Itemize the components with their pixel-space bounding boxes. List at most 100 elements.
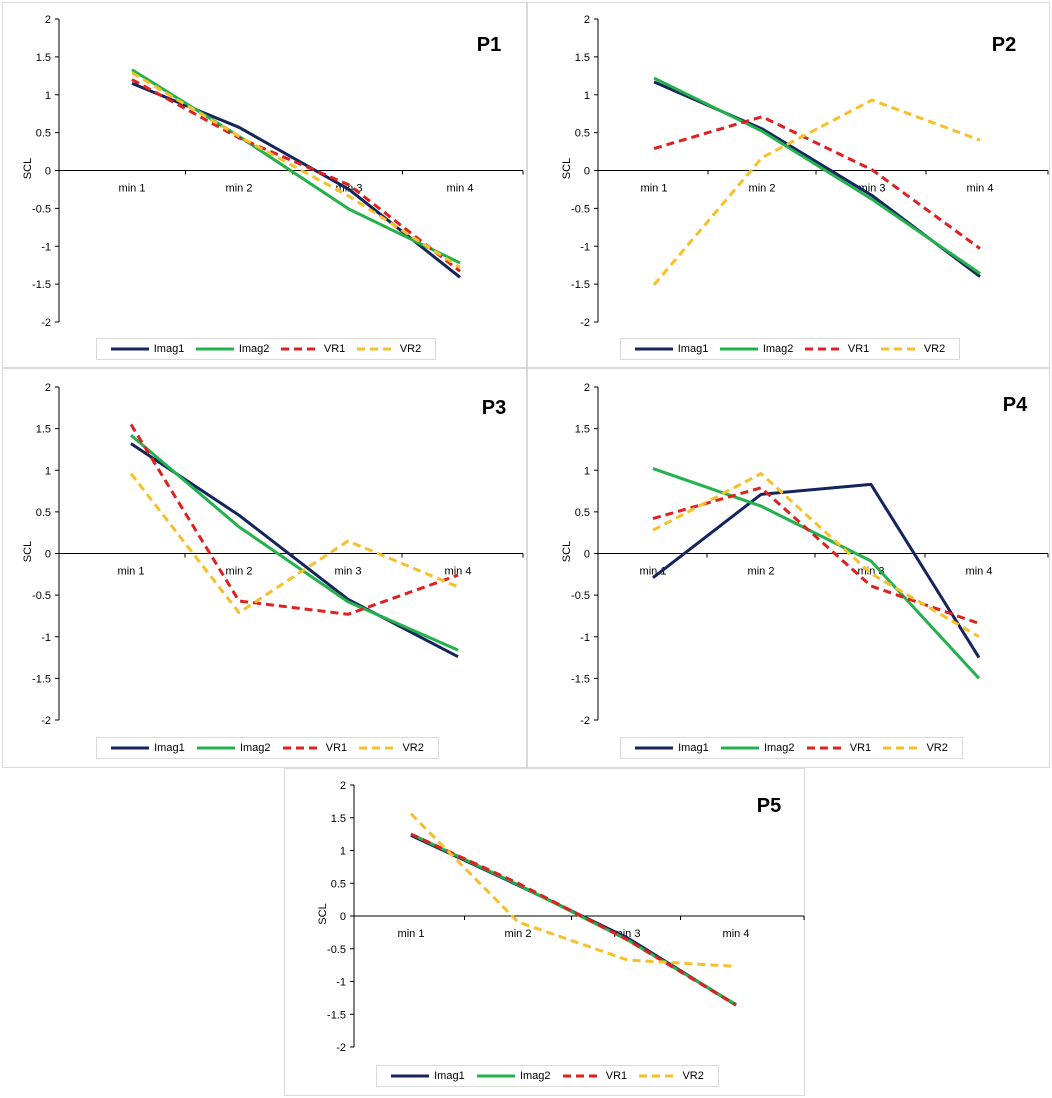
chart-legend: Imag1 Imag2 VR1 VR2: [376, 1065, 719, 1087]
series-line-imag2: [131, 68, 461, 265]
y-tick-label: -1: [41, 241, 51, 253]
chart-panel-p3: P3 2 1.5 1 0.5 0 -0.5 -1 -1.5 -2 SCL min 1 min 2 min …: [2, 368, 527, 768]
legend-swatch: [720, 746, 759, 750]
series-line-vr1: [652, 486, 980, 625]
legend-entry: Imag1: [110, 343, 184, 355]
y-tick-label: 2: [340, 780, 346, 792]
legend-swatch: [880, 347, 919, 351]
y-tick-label: -1: [580, 632, 590, 644]
legend-label: Imag1: [678, 742, 709, 754]
y-axis-label: SCL: [561, 541, 573, 562]
y-tick-label: -1.5: [571, 673, 590, 685]
y-axis-label: SCL: [317, 903, 329, 924]
legend-swatch: [359, 746, 398, 750]
y-tick-label: 0.5: [36, 507, 51, 519]
y-tick-label: -1.5: [32, 673, 51, 685]
series-line-imag2: [130, 434, 459, 652]
legend-swatch: [804, 347, 843, 351]
x-tick-label: min 1: [640, 566, 667, 578]
legend-entry: VR2: [883, 742, 948, 754]
y-tick-label: -0.5: [571, 203, 590, 215]
chart-svg: P3 2 1.5 1 0.5 0 -0.5 -1 -1.5 -2 SCL min 1 min 2 min …: [22, 382, 524, 727]
legend-swatch: [883, 746, 922, 750]
y-axis-label: SCL: [22, 158, 34, 179]
legend-entry: Imag2: [720, 742, 795, 754]
y-tick-label: -2: [580, 317, 590, 329]
series-line-imag1: [410, 834, 737, 1007]
legend-label: VR1: [323, 343, 346, 355]
legend-entry: VR2: [356, 343, 422, 355]
x-tick-label: min 1: [119, 183, 146, 195]
y-tick-label: 2: [45, 382, 51, 394]
y-tick-label: 1: [340, 846, 346, 858]
legend-label: Imag2: [238, 343, 270, 355]
chart-title: P5: [757, 795, 781, 817]
legend-swatch: [280, 347, 319, 351]
x-tick-label: min 4: [445, 566, 472, 578]
y-tick-label: -2: [336, 1042, 346, 1054]
legend-label: Imag2: [763, 742, 795, 754]
legend-entry: VR1: [282, 742, 348, 754]
chart-title: P4: [1003, 394, 1028, 416]
legend-swatch: [196, 746, 235, 750]
y-axis-label: SCL: [561, 158, 573, 179]
legend-swatch: [562, 1074, 601, 1078]
legend-swatch: [282, 746, 321, 750]
chart-legend: Imag1 Imag2 VR1 VR2: [96, 737, 439, 759]
series-line-vr2: [129, 472, 459, 615]
y-tick-label: -1: [336, 977, 346, 989]
x-tick-label: min 3: [335, 566, 362, 578]
y-tick-label: -0.5: [32, 203, 51, 215]
chart-title: P2: [992, 34, 1016, 56]
legend-swatch: [110, 347, 149, 351]
legend-entry: Imag1: [391, 1070, 465, 1082]
legend-label: VR2: [399, 343, 422, 355]
series-line-vr2: [409, 812, 737, 968]
legend-label: VR2: [923, 343, 946, 355]
chart-svg: P2 2 1.5 1 0.5 0 -0.5 -1 -1.5 -2 SCL min 1 min 2 min …: [561, 14, 1049, 329]
y-tick-label: 1.5: [36, 424, 51, 436]
legend-label: VR1: [325, 742, 348, 754]
legend-entry: VR2: [880, 343, 946, 355]
y-tick-label: -0.5: [571, 590, 590, 602]
y-tick-label: 1.5: [575, 424, 590, 436]
y-tick-label: 1.5: [575, 52, 590, 64]
y-tick-label: 2: [584, 382, 590, 394]
legend-label: VR1: [605, 1070, 628, 1082]
y-tick-label: 2: [584, 14, 590, 26]
y-tick-label: -1: [580, 241, 590, 253]
legend-label: VR1: [847, 343, 870, 355]
x-tick-label: min 4: [723, 928, 750, 940]
chart-panel-p5: P5 2 1.5 1 0.5 0 -0.5 -1 -1.5 -2 SCL min 1 min 2 min …: [284, 768, 805, 1096]
chart-panel-p4: P4 2 1.5 1 0.5 0 -0.5 -1 -1.5 -2 SCL min 1 min 2 min …: [527, 368, 1050, 768]
series-line-imag1: [131, 81, 461, 279]
legend-entry: Imag2: [195, 343, 270, 355]
y-tick-label: 2: [45, 14, 51, 26]
legend-swatch: [806, 746, 845, 750]
series-line-imag2: [653, 76, 981, 275]
legend-entry: Imag1: [635, 742, 709, 754]
y-tick-label: 1: [45, 90, 51, 102]
y-tick-label: -1: [41, 632, 51, 644]
legend-entry: VR1: [804, 343, 870, 355]
y-tick-label: -0.5: [327, 944, 346, 956]
y-tick-label: 0.5: [575, 128, 590, 140]
legend-entry: VR1: [280, 343, 346, 355]
series-line-imag2: [652, 467, 981, 680]
legend-label: VR2: [682, 1070, 704, 1082]
legend-entry: Imag2: [196, 742, 271, 754]
series-line-vr1: [129, 423, 459, 616]
y-tick-label: 1.5: [331, 813, 346, 825]
y-tick-label: -1.5: [571, 279, 590, 291]
legend-entry: Imag1: [634, 343, 708, 355]
legend-entry: VR1: [806, 742, 871, 754]
legend-entry: Imag1: [111, 742, 185, 754]
x-tick-label: min 1: [118, 566, 145, 578]
chart-legend: Imag1 Imag2 VR1 VR2: [96, 338, 436, 360]
legend-label: Imag2: [762, 343, 794, 355]
y-tick-label: 1: [584, 90, 590, 102]
x-tick-label: min 2: [505, 928, 532, 940]
legend-label: VR2: [402, 742, 424, 754]
legend-entry: Imag2: [476, 1070, 551, 1082]
chart-svg: P1 2 1.5 1 0.5 0 -0.5 -1 -1.5 -2 SCL min 1 min 2 min …: [22, 14, 524, 329]
